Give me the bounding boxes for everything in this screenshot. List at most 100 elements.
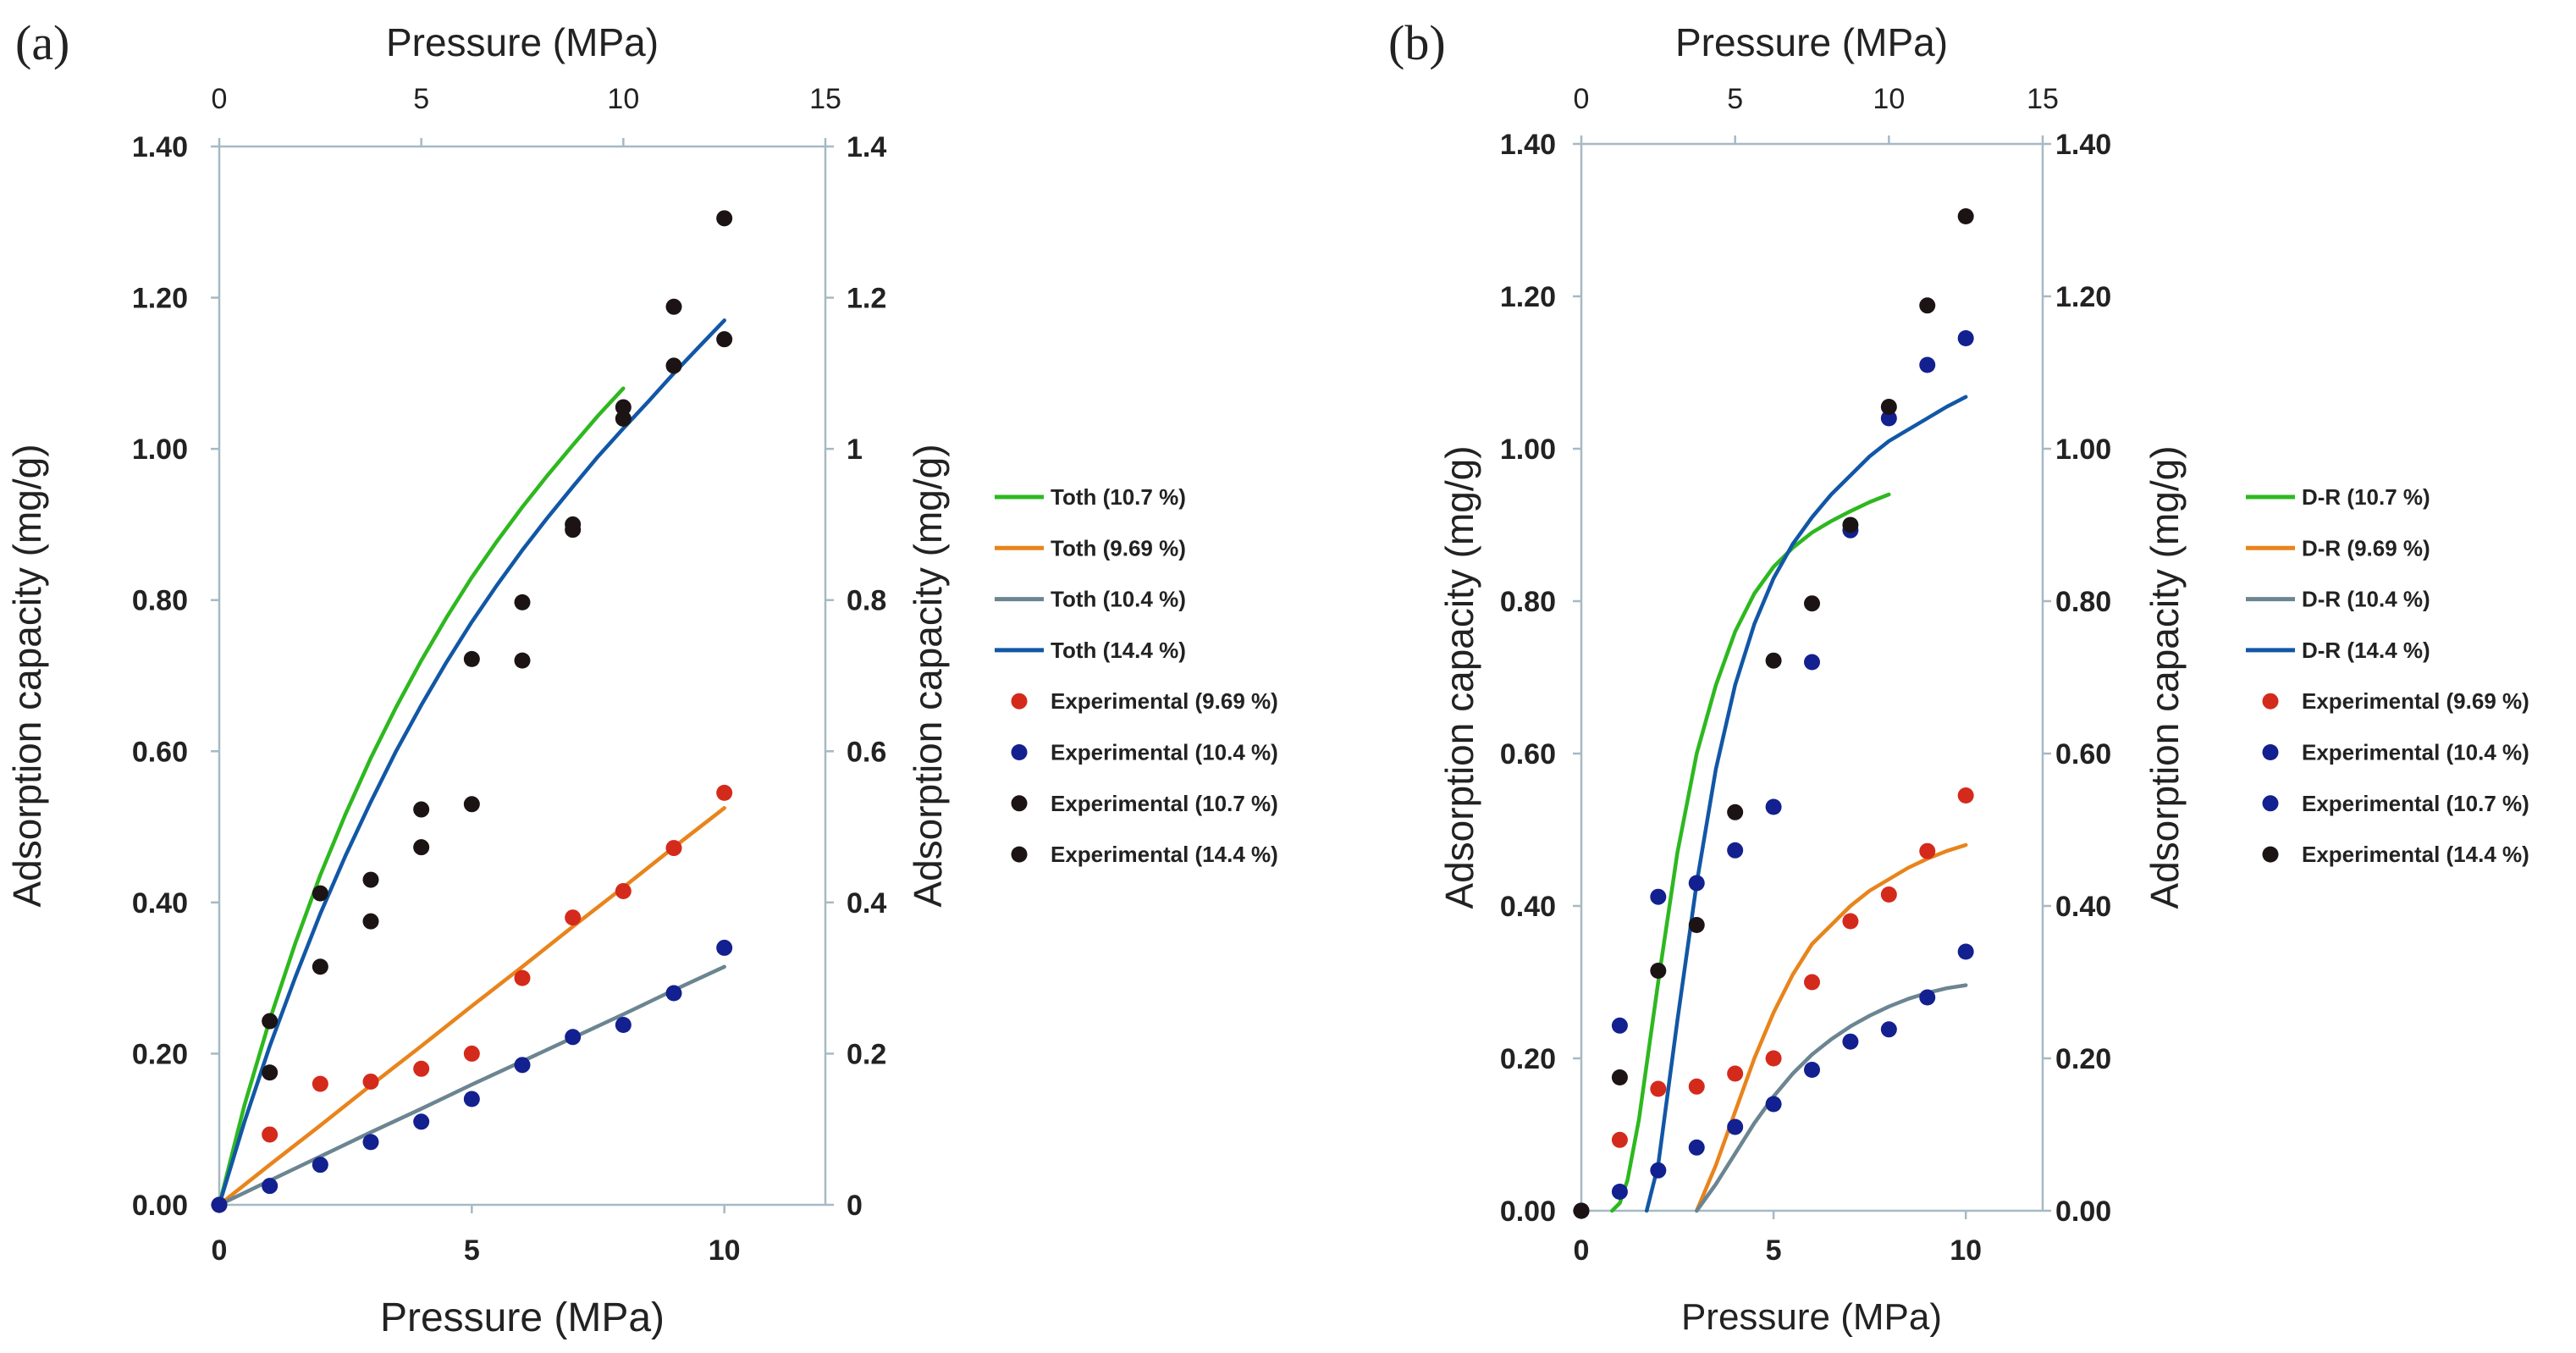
data-point [1957,330,1974,346]
data-point [1880,1021,1897,1038]
legend-label: D-R (10.4 %) [2302,587,2430,612]
x-axis-title: Pressure (MPa) [380,1295,665,1340]
y-tick-label: 0.80 [1500,586,1556,618]
x-tick-label: 10 [709,1234,741,1267]
data-point [1688,875,1705,892]
data-point [262,1178,279,1195]
panel-a: (a)0.000.200.400.600.801.001.201.4000.20… [5,15,1278,1340]
series-line [1644,395,1968,1213]
x2-tick-label: 0 [1574,83,1590,115]
data-point [1688,917,1705,933]
legend-label: Toth (14.4 %) [1051,638,1186,663]
data-point [1957,787,1974,804]
data-point [1842,913,1859,930]
legend-label: D-R (9.69 %) [2302,535,2430,561]
y-tick-label: 1.20 [1500,281,1556,313]
y2-tick-label: 0.2 [847,1038,886,1070]
series-line [217,806,726,1207]
data-point [1611,1069,1628,1085]
legend-label: Experimental (10.7 %) [2302,791,2529,816]
x-tick-label: 5 [1766,1234,1782,1267]
panel-b: (b) 0.00 0.20 0.40 0.60 0.80 1.00 1.20 1.40 0.00 0… [1388,15,2529,1338]
y2-tick-label: 1.00 [2055,434,2111,466]
data-point [716,939,733,956]
data-point [565,909,582,926]
data-point [1765,652,1782,669]
data-point [1727,1118,1744,1135]
x-tick-label: 10 [1950,1234,1982,1267]
y-tick-label: 0.00 [1500,1196,1556,1228]
legend-point-swatch [2262,693,2279,710]
data-point [1573,1202,1590,1219]
legend-label: Experimental (9.69 %) [1051,688,1278,714]
x2-tick-label: 5 [1727,83,1743,115]
data-point [1804,1062,1820,1078]
y2-tick-label: 0.80 [2055,586,2111,618]
x2-tick-label: 5 [413,83,429,115]
top-x-axis-title: Pressure (MPa) [1675,20,1948,64]
data-point [362,1073,379,1090]
y2-tick-label: 0.4 [847,887,886,919]
legend-point-swatch [1011,693,1028,710]
y-tick-label: 0.00 [132,1190,188,1222]
x-tick-label: 0 [1574,1234,1590,1267]
data-point [262,1064,279,1081]
x2-tick-label: 15 [2027,83,2059,115]
data-point [514,1057,531,1074]
y2-tick-label: 0.60 [2055,738,2111,770]
y-tick-label: 0.80 [132,585,188,617]
data-point [1919,356,1936,373]
data-point [1727,842,1744,859]
data-point [565,516,582,533]
data-point [665,985,682,1002]
data-point [615,882,632,899]
series-line [1610,492,1891,1213]
series-line [1695,842,1968,1213]
y-axis-title: Adsorption capacity (mg/g) [5,444,49,907]
data-point [463,796,480,813]
x-tick-label: 0 [212,1234,228,1267]
top-x-axis-title: Pressure (MPa) [386,20,659,64]
legend-label: D-R (10.7 %) [2302,484,2430,510]
legend-label: Toth (10.7 %) [1051,484,1186,510]
y-tick-label: 0.20 [132,1038,188,1070]
data-point [1688,1078,1705,1095]
data-point [262,1013,279,1030]
data-point [1919,989,1936,1006]
data-point [1727,1065,1744,1082]
y2-tick-label: 0.8 [847,585,886,617]
data-point [211,1196,228,1213]
y-tick-label: 1.00 [1500,434,1556,466]
legend-point-swatch [1011,846,1028,863]
data-point [1688,1139,1705,1156]
series-line [217,964,726,1207]
x2-tick-label: 15 [809,83,841,115]
data-point [1880,399,1897,415]
data-point [362,1134,379,1151]
y-tick-label: 1.40 [132,131,188,163]
y2-tick-label: 0.00 [2055,1196,2111,1228]
legend-label: D-R (14.4 %) [2302,638,2430,663]
data-point [413,1113,430,1130]
panel-label: (a) [15,15,69,70]
data-point [716,210,733,227]
data-point [413,839,430,856]
y-tick-label: 0.60 [132,736,188,768]
data-point [1919,297,1936,314]
panel-label: (b) [1388,15,1446,70]
y2-tick-label: 1.4 [847,131,886,163]
y2-axis-title: Adsorption capacity (mg/g) [2143,445,2187,908]
data-point [463,1045,480,1062]
data-point [262,1126,279,1143]
legend-label: Toth (10.4 %) [1051,587,1186,612]
y2-tick-label: 1 [847,434,863,466]
y-tick-label: 1.40 [1500,129,1556,161]
y2-tick-label: 1.20 [2055,281,2111,313]
data-point [665,357,682,374]
legend-point-swatch [1011,795,1028,812]
y2-tick-label: 0.40 [2055,891,2111,923]
data-point [1804,654,1820,671]
data-point [463,650,480,667]
data-point [1765,1096,1782,1113]
